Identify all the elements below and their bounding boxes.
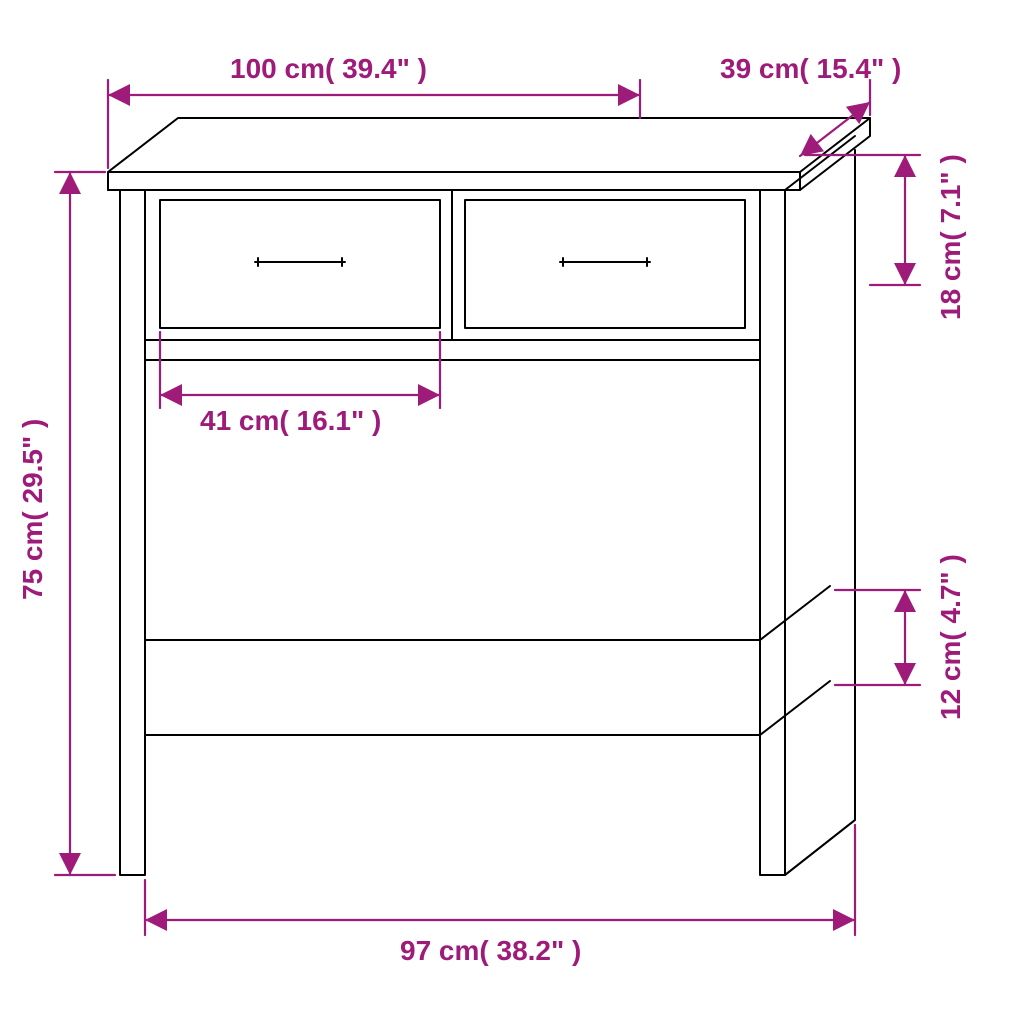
dim-top-width-label: 100 cm( 39.4" ) bbox=[230, 53, 427, 84]
furniture-outline bbox=[108, 118, 870, 875]
dim-drawer-height-label: 18 cm( 7.1" ) bbox=[935, 154, 966, 320]
drawer-handle-right bbox=[560, 258, 650, 266]
dim-height-label: 75 cm( 29.5" ) bbox=[17, 419, 48, 600]
furniture-dimension-diagram: 100 cm( 39.4" ) 39 cm( 15.4" ) 75 cm( 29… bbox=[0, 0, 1024, 1024]
dim-top-depth: 39 cm( 15.4" ) bbox=[720, 53, 901, 156]
drawer-handle-left bbox=[255, 258, 345, 266]
dim-top-depth-label: 39 cm( 15.4" ) bbox=[720, 53, 901, 84]
dim-top-width: 100 cm( 39.4" ) bbox=[108, 53, 640, 168]
dim-inner-width: 97 cm( 38.2" ) bbox=[145, 825, 855, 966]
dim-height: 75 cm( 29.5" ) bbox=[17, 172, 115, 875]
dim-rail-height-label: 12 cm( 4.7" ) bbox=[935, 554, 966, 720]
dim-drawer-width: 41 cm( 16.1" ) bbox=[160, 332, 440, 436]
dim-drawer-height: 18 cm( 7.1" ) bbox=[805, 154, 966, 320]
dim-inner-width-label: 97 cm( 38.2" ) bbox=[400, 935, 581, 966]
dim-drawer-width-label: 41 cm( 16.1" ) bbox=[200, 405, 381, 436]
